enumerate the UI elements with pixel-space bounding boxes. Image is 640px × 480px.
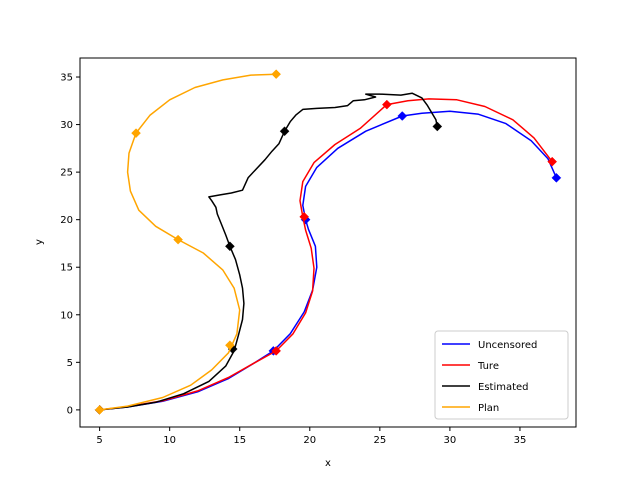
x-tick-label: 10: [163, 435, 176, 446]
series-marker-plan: [225, 340, 235, 351]
legend-label-plan: Plan: [478, 403, 499, 414]
series-marker-plan: [131, 128, 141, 138]
y-tick-label: 0: [67, 405, 73, 416]
y-tick-label: 35: [60, 73, 73, 84]
x-tick-label: 5: [96, 435, 102, 446]
legend-label-uncensored: Uncensored: [478, 340, 537, 351]
x-tick-label: 35: [514, 435, 527, 446]
series-line-estimated: [98, 92, 439, 411]
y-tick-label: 5: [67, 358, 73, 369]
series-marker-plan: [271, 69, 282, 80]
y-axis: 0 5 10 15 20 25 30 35: [60, 73, 80, 416]
y-tick-label: 15: [60, 263, 73, 274]
series-marker-uncensored: [551, 172, 562, 183]
series-marker-plan: [173, 234, 183, 245]
legend-box: [434, 330, 569, 420]
series-marker-ture: [271, 346, 282, 356]
x-tick-label: 30: [444, 435, 457, 446]
y-tick-label: 30: [60, 120, 73, 131]
plot-frame: [79, 57, 577, 428]
x-tick-label: 20: [303, 435, 316, 446]
series-marker-uncensored: [397, 111, 408, 121]
legend: Uncensored Ture Estimated Plan: [434, 330, 569, 420]
x-tick-label: 25: [373, 435, 386, 446]
x-tick-label: 15: [233, 435, 246, 446]
series-marker-ture: [381, 99, 392, 110]
y-tick-label: 10: [60, 310, 73, 321]
series-layer: [94, 69, 562, 415]
series-marker-estimated: [225, 241, 235, 252]
legend-label-estimated: Estimated: [478, 382, 529, 393]
series-line-plan: [98, 73, 277, 411]
x-axis-label: x: [325, 458, 331, 469]
y-tick-label: 25: [60, 168, 73, 179]
series-marker-ture: [299, 211, 310, 222]
x-axis: 5 10 15 20 25 30 35: [96, 427, 526, 446]
series-marker-estimated: [432, 121, 443, 132]
y-axis-label: y: [34, 239, 45, 245]
series-marker-plan: [94, 405, 105, 415]
y-tick-label: 20: [60, 215, 73, 226]
series-marker-ture: [547, 156, 558, 167]
series-marker-estimated: [279, 126, 290, 137]
legend-label-ture: Ture: [477, 361, 499, 372]
